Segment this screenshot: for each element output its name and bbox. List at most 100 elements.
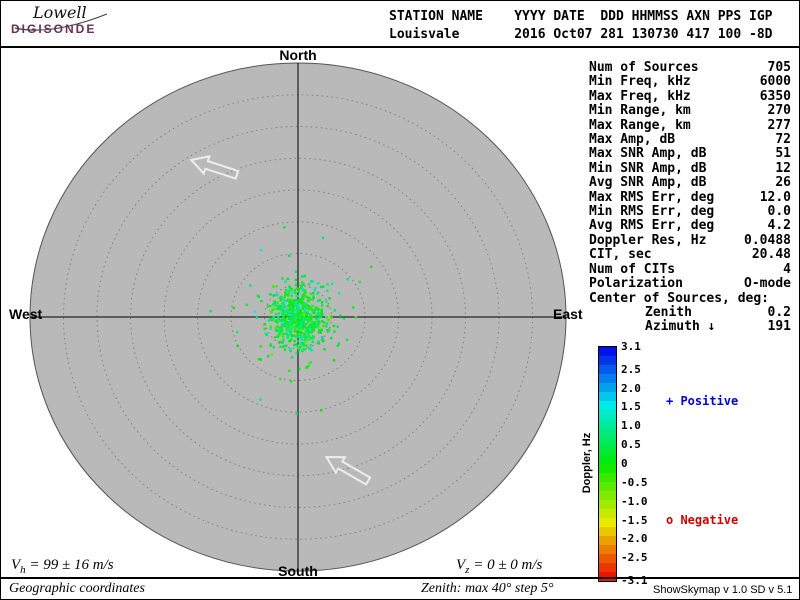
skymap-polar-plot	[29, 62, 567, 572]
colorbar-tick: 3.1	[621, 340, 641, 353]
colorbar-tick: 0	[621, 457, 628, 470]
stats-row: Min SNR Amp, dB 12	[589, 160, 791, 176]
stats-value: 20.48	[751, 247, 791, 263]
stats-label: Max Amp, dB	[589, 132, 676, 148]
stats-value: 270	[767, 103, 791, 119]
compass-south-label: South	[278, 563, 318, 579]
colorbar-tick: -1.5	[621, 513, 648, 527]
stats-label: Max Freq, kHz	[589, 88, 691, 104]
vertical-velocity-readout: Vz = 0 ± 0 m/s	[456, 557, 542, 576]
compass-north-label: North	[279, 47, 317, 63]
stats-value: 4.2	[767, 218, 791, 234]
vz-subscript: z	[465, 564, 470, 576]
stats-row: Zenith 0.2	[589, 304, 791, 320]
stats-label: CIT, sec	[589, 247, 652, 263]
positive-doppler-legend: + Positive	[666, 394, 739, 408]
horizontal-velocity-readout: Vh = 99 ± 16 m/s	[11, 557, 114, 576]
stats-row: Max Range, km 277	[589, 117, 791, 133]
stats-label: Max Range, km	[589, 117, 691, 133]
stats-row: Max SNR Amp, dB 51	[589, 146, 791, 162]
stats-value: 705	[767, 60, 791, 75]
stats-label: Min Freq, kHz	[589, 74, 691, 90]
stats-value: 191	[767, 319, 791, 335]
stats-label: Zenith	[645, 304, 692, 320]
stats-row: Min RMS Err, deg 0.0	[589, 204, 791, 220]
vz-symbol: V	[456, 557, 466, 573]
vh-subscript: h	[20, 564, 26, 576]
logo-flourish	[14, 13, 108, 31]
stats-label: Polarization	[589, 276, 683, 292]
stats-row: Avg SNR Amp, dB 26	[589, 175, 791, 191]
colorbar-tick: 2.5	[621, 362, 641, 376]
stats-row: CIT, sec 20.48	[589, 247, 791, 263]
vz-value: = 0 ± 0 m/s	[469, 557, 543, 573]
compass-east-label: East	[553, 306, 583, 322]
zenith-range-label: Zenith: max 40° step 5°	[421, 581, 554, 596]
doppler-colorbar	[598, 346, 617, 582]
stats-label: Min RMS Err, deg	[589, 204, 715, 220]
header-station-values: Louisvale 2016 Oct07 281 130730 417 100 …	[389, 27, 773, 42]
stats-label: Num of CITs	[589, 261, 676, 277]
stats-value: 0.2	[767, 304, 791, 320]
footer-divider	[1, 577, 799, 579]
stats-value: 277	[767, 117, 791, 133]
stats-row: Azimuth ↓ 191	[589, 319, 791, 335]
stats-row: Avg RMS Err, deg 4.2	[589, 218, 791, 234]
stats-row: Min Range, km 270	[589, 103, 791, 119]
stats-row: Max Freq, kHz 6350	[589, 88, 791, 104]
stats-label: Avg SNR Amp, dB	[589, 175, 707, 191]
stats-label: Avg RMS Err, deg	[589, 218, 715, 234]
compass-west-label: West	[9, 306, 43, 322]
negative-doppler-legend: o Negative	[666, 513, 739, 527]
stats-value: 51	[775, 146, 791, 162]
stats-label: Azimuth ↓	[645, 319, 716, 335]
stats-value: 26	[775, 175, 791, 191]
stats-value: 6350	[759, 88, 791, 104]
stats-label: Num of Sources	[589, 60, 699, 75]
stats-label: Max RMS Err, deg	[589, 189, 715, 205]
vh-value: = 99 ± 16 m/s	[25, 557, 114, 573]
colorbar-tick: 1.5	[621, 400, 641, 414]
colorbar-tick: -0.5	[621, 475, 648, 489]
colorbar-tick: -2.5	[621, 551, 648, 565]
colorbar-tick: 2.0	[621, 381, 641, 395]
stats-row: Max Amp, dB 72	[589, 132, 791, 148]
colorbar-tick: -1.0	[621, 494, 648, 508]
colorbar-tick: 0.5	[621, 438, 641, 452]
software-version-label: ShowSkymap v 1.0 SD v 5.1	[653, 584, 793, 596]
stats-row: Max RMS Err, deg 12.0	[589, 189, 791, 205]
stats-label: Min Range, km	[589, 103, 691, 119]
vh-symbol: V	[11, 557, 21, 573]
stats-value: 12.0	[759, 189, 791, 205]
stats-label: Max SNR Amp, dB	[589, 146, 707, 162]
header-column-titles: STATION NAME YYYY DATE DDD HHMMSS AXN PP…	[389, 9, 773, 24]
measurement-stats-panel: Num of Sources 705 Min Freq, kHz 6000 Max Fr…	[589, 60, 791, 335]
coordinates-mode-label: Geographic coordinates	[9, 581, 145, 596]
colorbar-axis-label: Doppler, Hz	[581, 432, 593, 494]
drift-direction-arrow-1	[189, 155, 240, 180]
stats-label: Min SNR Amp, dB	[589, 160, 707, 176]
drift-direction-arrow-2	[324, 455, 372, 486]
colorbar-tick: -2.0	[621, 532, 648, 546]
header-divider	[1, 46, 799, 48]
stats-value: 0.0	[767, 204, 791, 220]
center-of-sources-header: Center of Sources, deg:	[589, 290, 770, 306]
stats-value: 0.0488	[744, 232, 791, 248]
colorbar-tick: -3.1	[621, 574, 648, 587]
stats-value: 4	[783, 261, 791, 277]
stats-row: Min Freq, kHz 6000	[589, 74, 791, 90]
stats-value: 12	[775, 160, 791, 176]
stats-row: Polarization O-mode	[589, 276, 791, 292]
stats-row: Num of Sources 705	[589, 60, 791, 75]
stats-row: Doppler Res, Hz 0.0488	[589, 232, 791, 248]
lowell-digisonde-logo: Lowell DIGISONDE	[11, 4, 141, 44]
stats-label: Doppler Res, Hz	[589, 232, 707, 248]
colorbar-tick: 1.0	[621, 419, 641, 433]
stats-value: 6000	[759, 74, 791, 90]
stats-value: 72	[775, 132, 791, 148]
logo-lowell-text: Lowell	[33, 3, 87, 22]
stats-row: Num of CITs 4	[589, 261, 791, 277]
stats-value: O-mode	[744, 276, 791, 292]
source-scatter-points	[209, 226, 373, 416]
